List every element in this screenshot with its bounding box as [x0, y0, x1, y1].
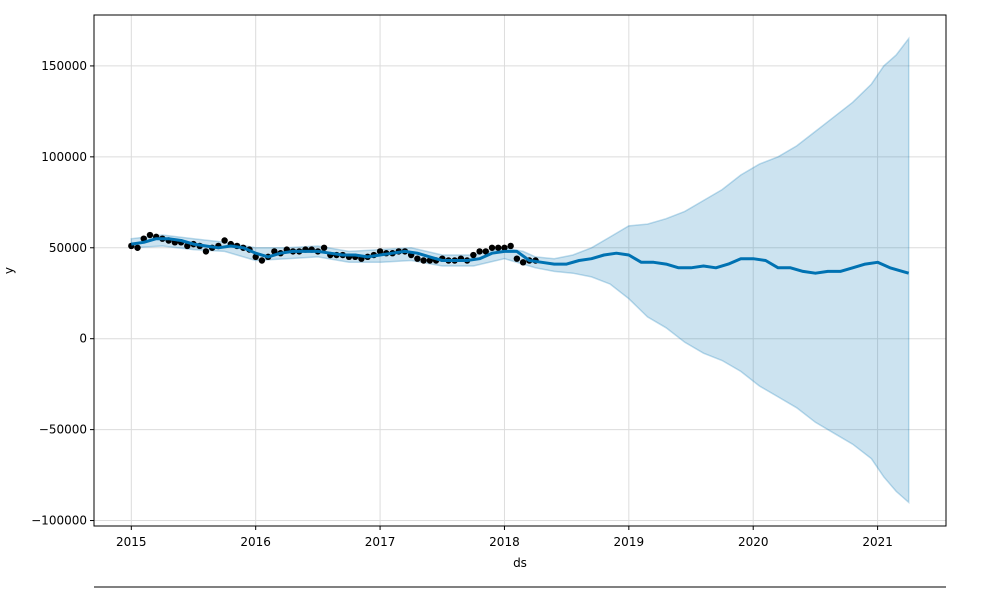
forecast-line-layer	[131, 237, 910, 275]
observed-point	[271, 248, 278, 255]
y-tick-label: 0	[79, 332, 87, 346]
forecast-line	[131, 237, 910, 275]
y-axis-label: y	[2, 267, 16, 274]
x-tick-label: 2015	[116, 535, 147, 549]
observed-point	[376, 248, 384, 255]
observed-point	[488, 244, 496, 251]
x-tick-label: 2018	[489, 535, 520, 549]
observed-point	[184, 242, 191, 250]
observed-point	[470, 251, 477, 259]
observed-point	[420, 257, 427, 264]
y-tick-label: 150000	[41, 59, 87, 73]
uncertainty-interval	[130, 36, 910, 505]
y-axis-ticks: −100000 −50000 0 50000 100000 150000	[31, 59, 94, 528]
observed-point	[507, 242, 514, 250]
observed-point	[482, 248, 489, 255]
observed-point	[202, 248, 210, 255]
x-tick-label: 2019	[614, 535, 645, 549]
observed-point	[495, 244, 502, 251]
x-tick-label: 2017	[365, 535, 396, 549]
observed-point	[221, 237, 228, 244]
observed-point	[140, 235, 147, 242]
y-tick-label: 50000	[49, 241, 87, 255]
x-tick-label: 2020	[738, 535, 769, 549]
observed-point	[501, 244, 508, 251]
observed-point	[258, 257, 266, 264]
observed-point	[252, 253, 259, 261]
observed-point	[476, 248, 483, 255]
observed-point	[519, 259, 527, 266]
x-tick-label: 2016	[240, 535, 271, 549]
y-tick-label: −50000	[39, 423, 87, 437]
observed-point	[513, 255, 521, 262]
y-tick-label: −100000	[31, 514, 87, 528]
observed-point	[134, 244, 141, 251]
observed-point	[320, 244, 328, 251]
observed-point	[414, 255, 421, 262]
x-axis-label: ds	[513, 556, 527, 570]
y-tick-label: 100000	[41, 150, 87, 164]
plot-frame	[93, 14, 947, 527]
observed-point	[146, 231, 154, 239]
x-tick-label: 2021	[862, 535, 893, 549]
interval-layer	[130, 36, 910, 505]
x-axis-ticks: 2015 2016 2017 2018 2019 2020 2021	[116, 526, 893, 549]
